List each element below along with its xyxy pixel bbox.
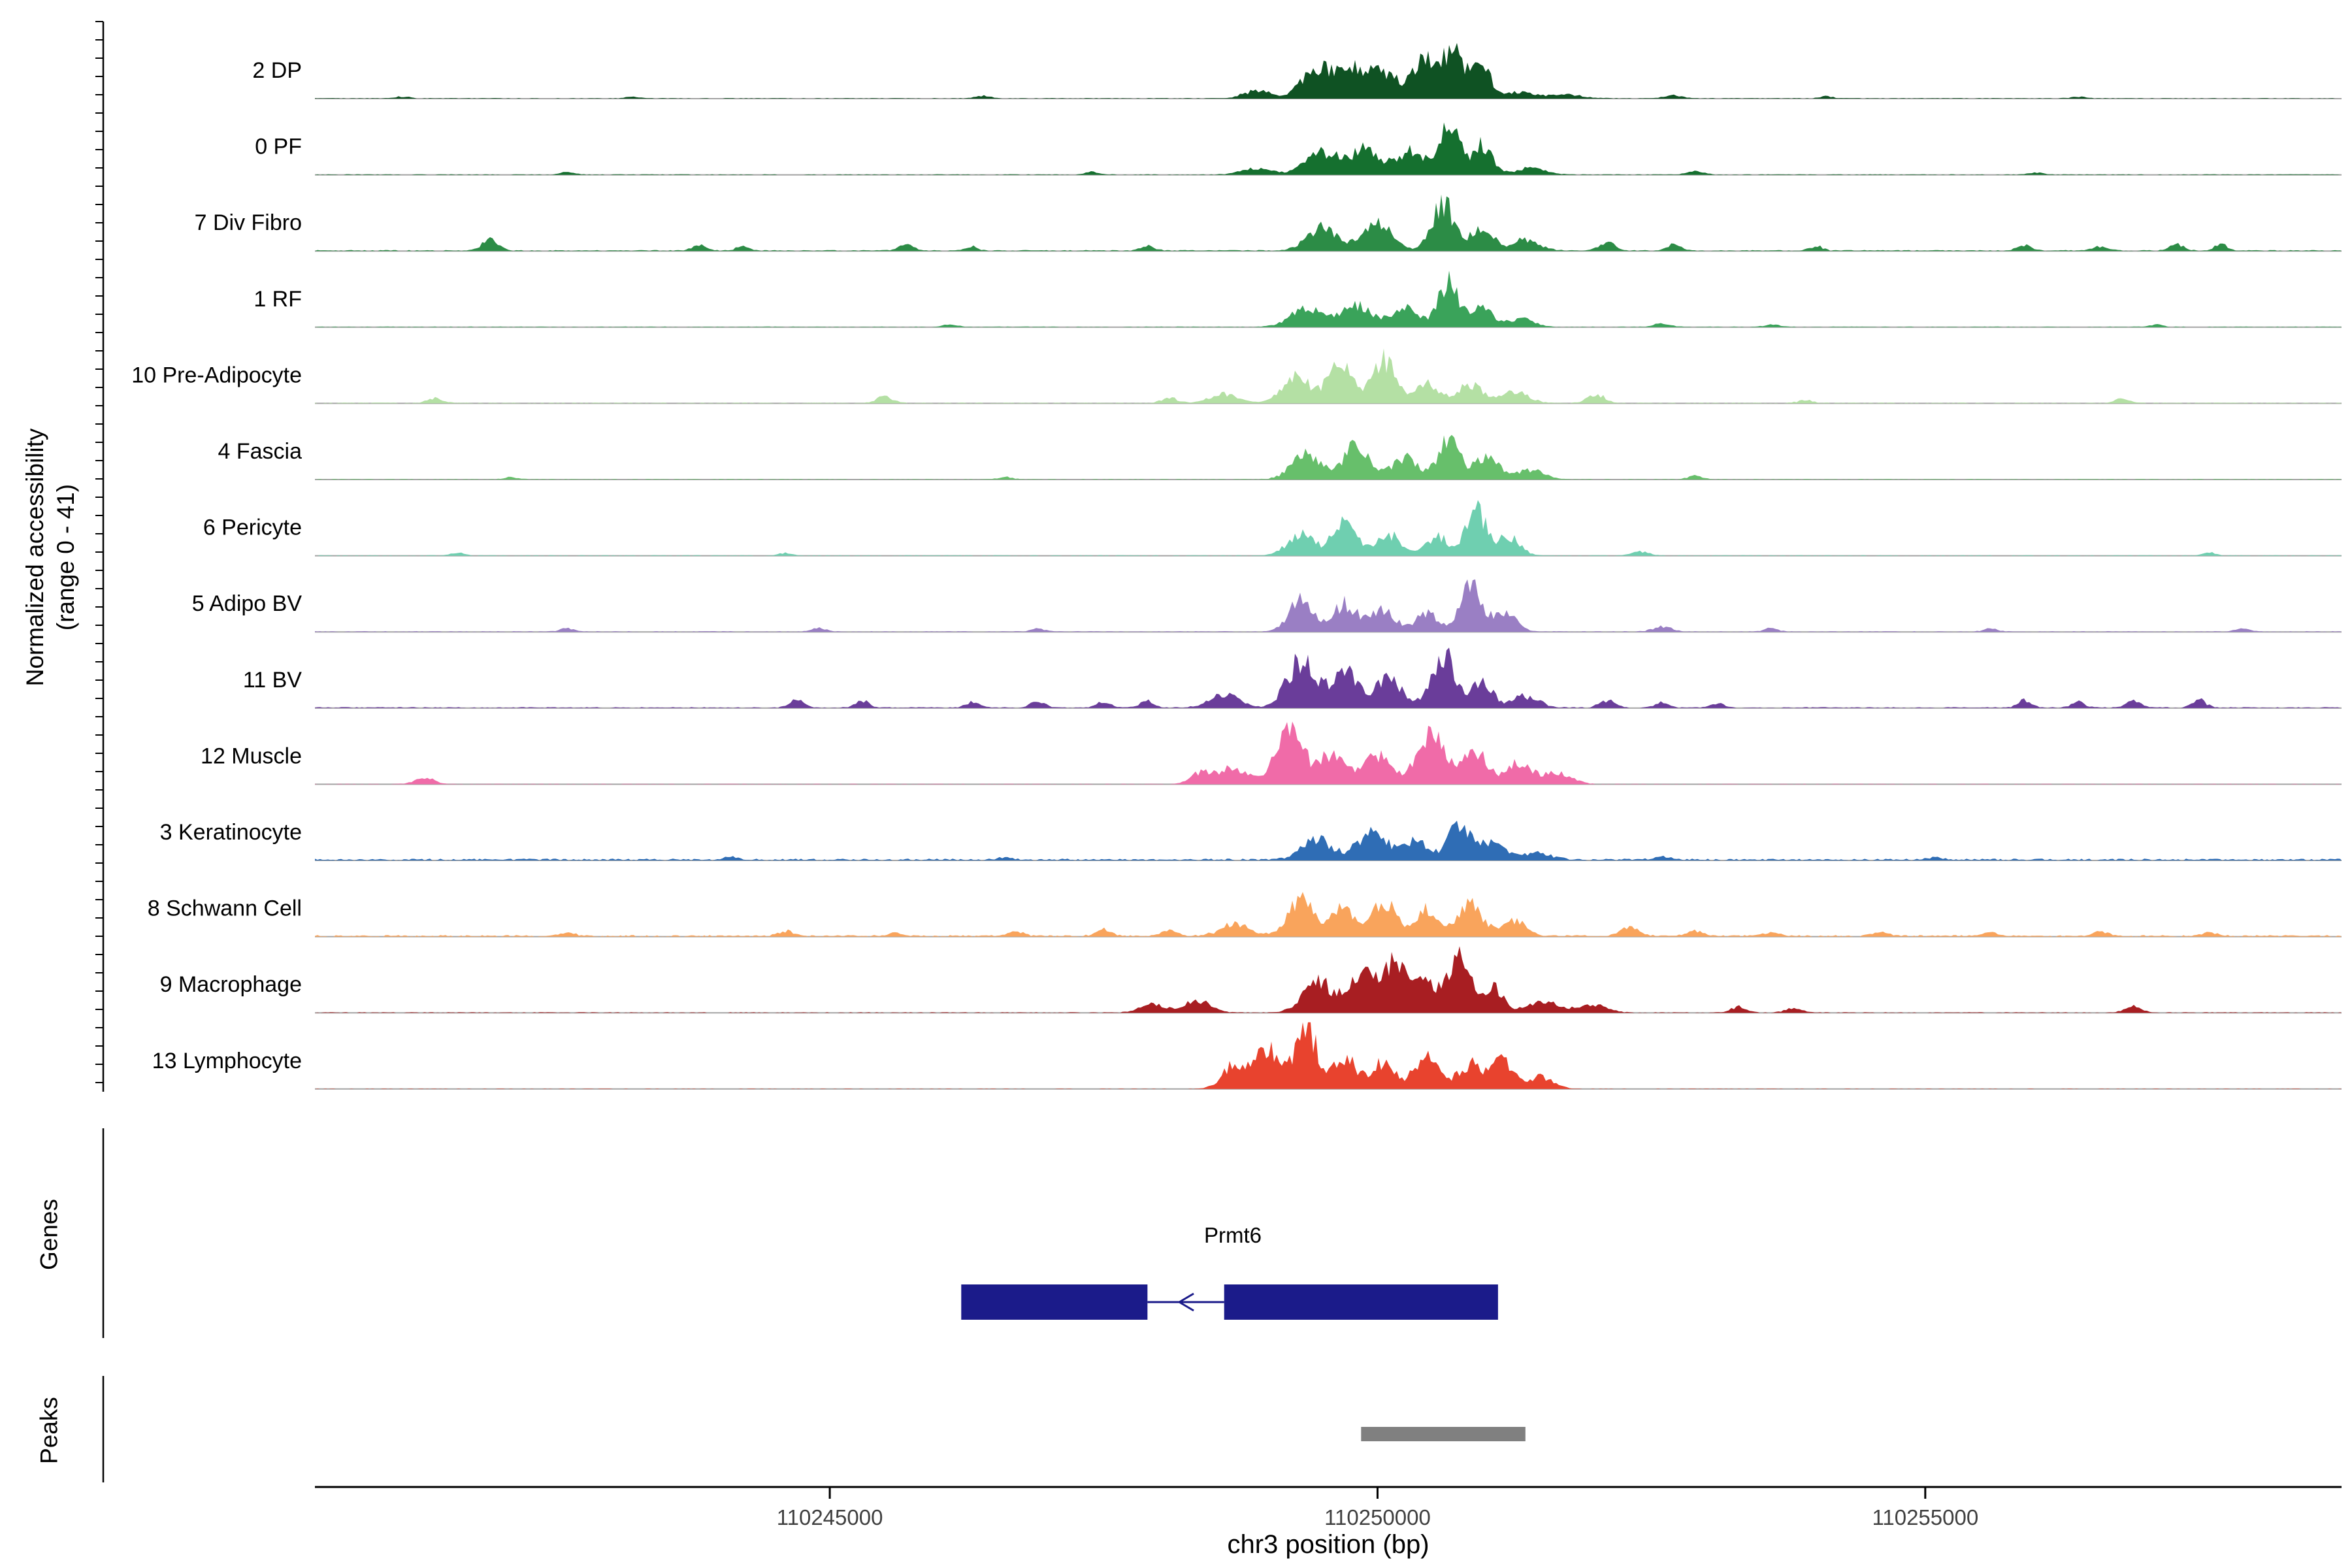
track-label: 11 BV bbox=[243, 668, 302, 693]
y-axis-title: Normalized accessibility (range 0 - 41) bbox=[20, 263, 85, 851]
track-label: 7 Div Fibro bbox=[195, 210, 302, 235]
track-label: 3 Keratinocyte bbox=[160, 820, 302, 845]
y-axis-title-line1: Normalized accessibility bbox=[22, 428, 48, 687]
gene-exon bbox=[961, 1284, 1148, 1320]
track-label: 6 Pericyte bbox=[203, 515, 302, 540]
signal-area-12-muscle bbox=[315, 721, 2342, 785]
track-label: 10 Pre-Adipocyte bbox=[131, 363, 302, 387]
gene-label: Prmt6 bbox=[1203, 1223, 1262, 1247]
peak-bar bbox=[1361, 1427, 1526, 1441]
x-axis-tick-label: 110245000 bbox=[777, 1505, 883, 1529]
signal-area-2-dp bbox=[315, 42, 2342, 99]
signal-area-6-pericyte bbox=[315, 500, 2342, 556]
gene-strand-arrow-icon bbox=[1179, 1301, 1194, 1312]
y-axis-title-line2: (range 0 - 41) bbox=[52, 483, 79, 631]
track-label: 2 DP bbox=[252, 58, 302, 83]
genes-section-label: Genes bbox=[35, 1199, 63, 1271]
signal-area-4-fascia bbox=[315, 434, 2342, 480]
signal-area-7-div-fibro bbox=[315, 194, 2342, 252]
x-axis-tick-label: 110250000 bbox=[1324, 1505, 1431, 1529]
signal-area-11-bv bbox=[315, 647, 2342, 708]
track-label: 13 Lymphocyte bbox=[152, 1049, 302, 1073]
track-label: 4 Fascia bbox=[218, 439, 302, 464]
track-label: 5 Adipo BV bbox=[192, 591, 302, 616]
gene-strand-arrow-icon bbox=[1179, 1292, 1194, 1303]
signal-area-9-macrophage bbox=[315, 946, 2342, 1013]
signal-area-0-pf bbox=[315, 122, 2342, 175]
track-label: 8 Schwann Cell bbox=[148, 896, 302, 921]
signal-area-13-lymphocyte bbox=[315, 1022, 2342, 1089]
track-label: 1 RF bbox=[253, 287, 302, 312]
track-label: 12 Muscle bbox=[201, 743, 302, 768]
x-axis-title: chr3 position (bp) bbox=[1227, 1530, 1429, 1559]
track-label: 9 Macrophage bbox=[160, 972, 302, 997]
peaks-section-label: Peaks bbox=[35, 1397, 63, 1464]
signal-area-5-adipo-bv bbox=[315, 579, 2342, 632]
signal-area-10-pre-adipocyte bbox=[315, 348, 2342, 404]
gene-exon bbox=[1224, 1284, 1498, 1320]
track-label: 0 PF bbox=[255, 135, 302, 159]
signal-area-1-rf bbox=[315, 270, 2342, 327]
signal-area-3-keratinocyte bbox=[315, 821, 2342, 860]
x-axis-tick-label: 110255000 bbox=[1872, 1505, 1978, 1529]
signal-area-8-schwann-cell bbox=[315, 892, 2342, 937]
